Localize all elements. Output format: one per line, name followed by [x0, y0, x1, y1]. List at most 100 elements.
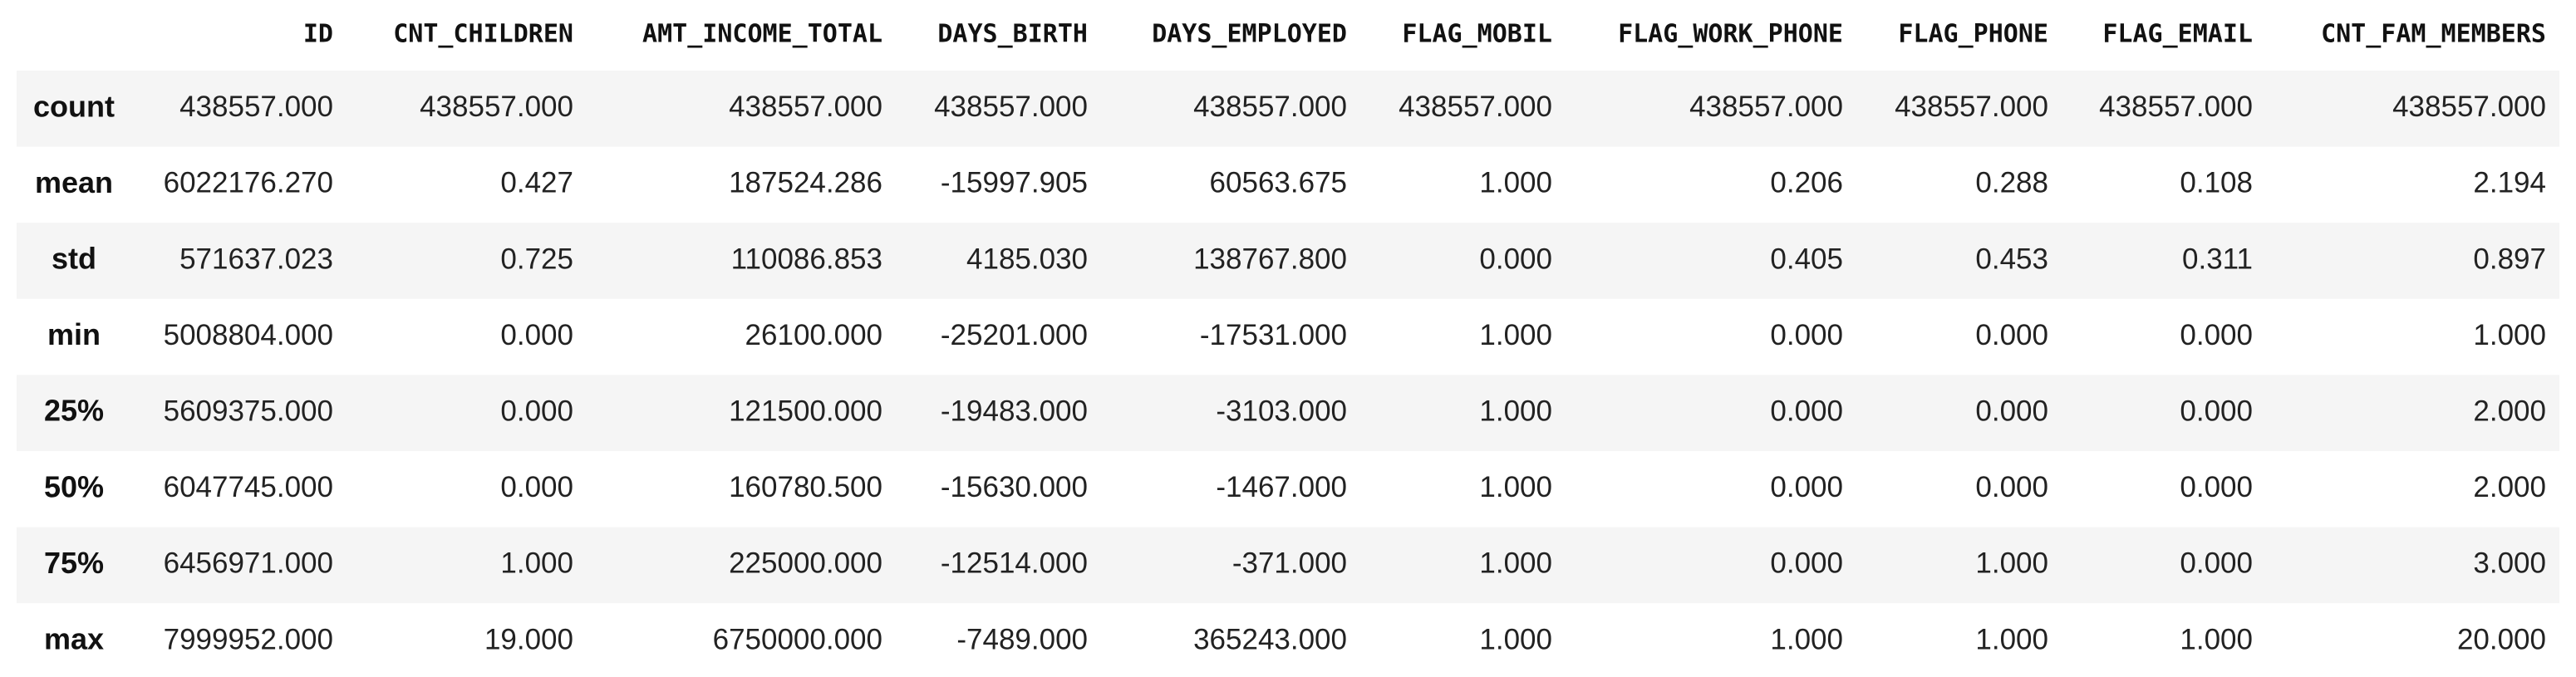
cell: 5008804.000	[164, 319, 333, 351]
cell: 0.000	[1770, 395, 1843, 427]
cell: 4185.030	[966, 243, 1088, 275]
cell: 6456971.000	[164, 547, 333, 580]
row-stripe	[17, 71, 2559, 147]
row-label: std	[52, 242, 96, 276]
cell: 0.000	[1975, 395, 2048, 427]
cell: 110086.853	[731, 243, 882, 275]
row-label: max	[44, 622, 104, 656]
cell: 6022176.270	[164, 167, 333, 199]
cell: 26100.000	[745, 319, 882, 351]
cell: 0.000	[2180, 319, 2253, 351]
row-label: mean	[35, 165, 113, 199]
cell: -3103.000	[1216, 395, 1347, 427]
cell: 365243.000	[1193, 623, 1347, 655]
cell: 0.000	[1770, 319, 1843, 351]
cell: 1.000	[1479, 547, 1552, 580]
row-stripe	[17, 223, 2559, 299]
cell: 20.000	[2457, 623, 2546, 655]
row-stripe	[17, 527, 2559, 604]
cell: 1.000	[1479, 319, 1552, 351]
column-header: DAYS_EMPLOYED	[1152, 20, 1347, 49]
cell: 1.000	[500, 547, 573, 580]
cell: 1.000	[1770, 623, 1843, 655]
row-label: 50%	[44, 469, 104, 503]
cell: 2.000	[2473, 395, 2546, 427]
cell: 6750000.000	[713, 623, 882, 655]
cell: 160780.500	[729, 471, 882, 503]
cell: -19483.000	[941, 395, 1088, 427]
cell: 19.000	[484, 623, 573, 655]
cell: 438557.000	[1193, 91, 1347, 123]
cell: -371.000	[1232, 547, 1347, 580]
cell: 0.108	[2180, 167, 2253, 199]
column-header: FLAG_PHONE	[1898, 20, 2048, 49]
cell: 0.288	[1975, 167, 2048, 199]
cell: 138767.800	[1193, 243, 1347, 275]
cell: 1.000	[2180, 623, 2253, 655]
cell: 0.000	[500, 395, 573, 427]
cell: -17531.000	[1200, 319, 1347, 351]
cell: 1.000	[1975, 547, 2048, 580]
cell: 7999952.000	[164, 623, 333, 655]
column-header: AMT_INCOME_TOTAL	[642, 20, 882, 49]
cell: 438557.000	[2099, 91, 2253, 123]
cell: 0.000	[2180, 471, 2253, 503]
cell: 0.000	[1975, 319, 2048, 351]
cell: 1.000	[1479, 471, 1552, 503]
cell: -15630.000	[941, 471, 1088, 503]
cell: 0.000	[1770, 471, 1843, 503]
cell: 1.000	[1479, 167, 1552, 199]
cell: 438557.000	[1895, 91, 2048, 123]
cell: 1.000	[2473, 319, 2546, 351]
cell: 0.000	[1479, 243, 1552, 275]
cell: 0.000	[1770, 547, 1843, 580]
cell: -12514.000	[941, 547, 1088, 580]
cell: 6047745.000	[164, 471, 333, 503]
cell: 0.206	[1770, 167, 1843, 199]
cell: -25201.000	[941, 319, 1088, 351]
row-label: 75%	[44, 546, 104, 580]
cell: 225000.000	[729, 547, 882, 580]
row-stripe	[17, 375, 2559, 451]
column-header: DAYS_BIRTH	[937, 20, 1088, 49]
cell: 438557.000	[934, 91, 1088, 123]
column-header: CNT_CHILDREN	[393, 20, 573, 49]
cell: 2.000	[2473, 471, 2546, 503]
cell: 0.897	[2473, 243, 2546, 275]
cell: 438557.000	[729, 91, 882, 123]
cell: 1.000	[1975, 623, 2048, 655]
cell: 438557.000	[1689, 91, 1843, 123]
cell: 438557.000	[1399, 91, 1552, 123]
column-header: FLAG_EMAIL	[2102, 20, 2253, 49]
cell: 0.000	[2180, 547, 2253, 580]
column-header: CNT_FAM_MEMBERS	[2321, 20, 2546, 49]
cell: 0.000	[500, 471, 573, 503]
row-label: 25%	[44, 394, 104, 428]
cell: 438557.000	[420, 91, 573, 123]
cell: 3.000	[2473, 547, 2546, 580]
cell: 0.405	[1770, 243, 1843, 275]
cell: 0.000	[2180, 395, 2253, 427]
cell: 0.000	[1975, 471, 2048, 503]
cell: 0.427	[500, 167, 573, 199]
cell: 0.000	[500, 319, 573, 351]
cell: 438557.000	[179, 91, 333, 123]
cell: -1467.000	[1216, 471, 1347, 503]
cell: 5609375.000	[164, 395, 333, 427]
cell: 121500.000	[729, 395, 882, 427]
cell: -7489.000	[956, 623, 1088, 655]
cell: 1.000	[1479, 395, 1552, 427]
cell: 1.000	[1479, 623, 1552, 655]
column-header: ID	[303, 20, 333, 49]
row-label: count	[33, 89, 115, 123]
cell: 571637.023	[179, 243, 333, 275]
row-label: min	[47, 317, 101, 351]
cell: 0.453	[1975, 243, 2048, 275]
cell: 2.194	[2473, 167, 2546, 199]
cell: -15997.905	[941, 167, 1088, 199]
column-header: FLAG_WORK_PHONE	[1618, 20, 1843, 49]
cell: 187524.286	[729, 167, 882, 199]
cell: 0.725	[500, 243, 573, 275]
